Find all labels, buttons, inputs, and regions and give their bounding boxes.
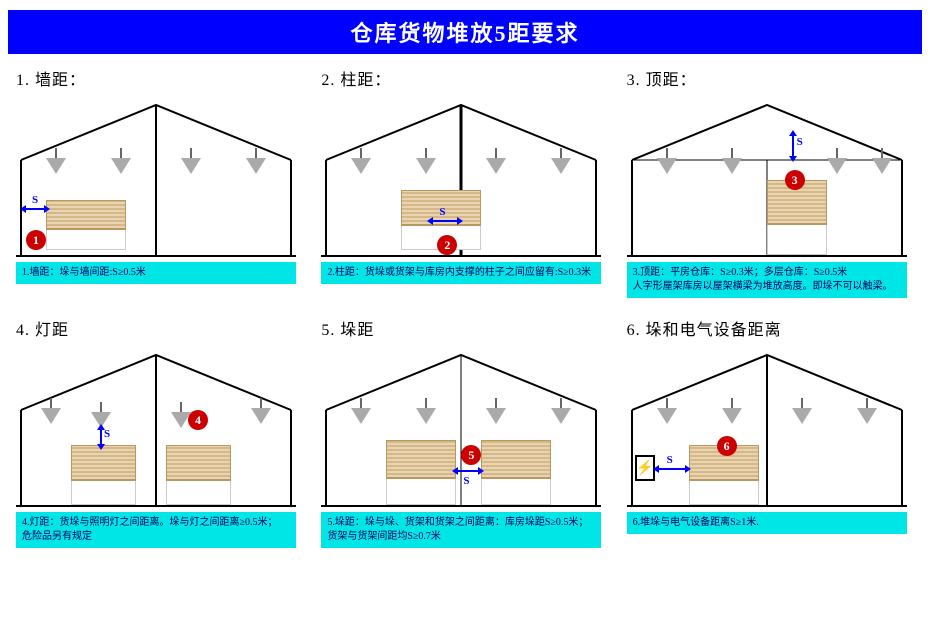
lamp-icon: [551, 408, 571, 424]
warehouse-diagram: S 4: [16, 350, 296, 510]
warehouse-diagram: S 1: [16, 100, 296, 260]
caption-text: 6.堆垛与电气设备距离S≥1米.: [627, 512, 907, 534]
lamp-icon: [251, 408, 271, 424]
lamp-icon: [351, 158, 371, 174]
s-label: S: [463, 475, 469, 487]
caption-text: 5.垛距：垛与垛、货架和货架之间距离：库房垛距S≥0.5米； 货架与货架间距均S…: [321, 512, 601, 548]
s-label: S: [667, 454, 673, 466]
lamp-icon: [722, 158, 742, 174]
caption-text: 2.柱距：货垛或货架与库房内支撑的柱子之间应留有:S≥0.3米: [321, 262, 601, 284]
lamp-icon: [551, 158, 571, 174]
pallet-stack: [481, 440, 551, 505]
warehouse-diagram: S 3: [627, 100, 907, 260]
distance-arrow: [458, 470, 478, 472]
section-title: 1. 墙距：: [16, 66, 303, 90]
lamp-icon: [41, 408, 61, 424]
caption-text: 4.灯距：货垛与照明灯之间距离。垛与灯之间距离≥0.5米； 危险品另有规定: [16, 512, 296, 548]
lamp-icon: [857, 408, 877, 424]
section-title: 3. 顶距：: [627, 66, 914, 90]
pallet-stack: [767, 180, 827, 255]
warehouse-diagram: S 2: [321, 100, 601, 260]
badge-marker: 3: [785, 170, 805, 190]
diagram-grid: 1. 墙距： S 1 1.墙距：垛与墙间距:S≥0.5米 2. 柱距：: [0, 66, 930, 548]
s-label: S: [32, 194, 38, 206]
lamp-icon: [872, 158, 892, 174]
lamp-icon: [416, 158, 436, 174]
cell-stack-distance: 5. 垛距 S 5 5.垛距：垛与垛、货架和货架之间距离：库房垛距S: [321, 316, 608, 548]
cell-ceiling-distance: 3. 顶距： S 3 3.顶距：平房仓库：S≥0.3米；多层仓库：S≥0.5米 …: [627, 66, 914, 298]
lamp-icon: [416, 408, 436, 424]
cell-lamp-distance: 4. 灯距 S 4 4.灯距：货垛与照明灯之间距离。垛与灯之间距离≥: [16, 316, 303, 548]
badge-marker: 6: [717, 436, 737, 456]
s-label: S: [104, 428, 110, 440]
section-title: 6. 垛和电气设备距离: [627, 316, 914, 340]
lamp-icon: [46, 158, 66, 174]
bolt-icon: ⚡: [636, 460, 653, 477]
title-bar: 仓库货物堆放5距要求: [8, 10, 922, 54]
s-label: S: [797, 136, 803, 148]
lamp-icon: [827, 158, 847, 174]
lamp-icon: [181, 158, 201, 174]
cell-wall-distance: 1. 墙距： S 1 1.墙距：垛与墙间距:S≥0.5米: [16, 66, 303, 298]
section-title: 4. 灯距: [16, 316, 303, 340]
section-title: 2. 柱距：: [321, 66, 608, 90]
cell-column-distance: 2. 柱距： S 2 2.柱距：货垛或货架与库房内支撑的柱子之间应留有:S≥0.…: [321, 66, 608, 298]
electrical-box-icon: ⚡: [635, 455, 655, 481]
section-title: 5. 垛距: [321, 316, 608, 340]
caption-text: 3.顶距：平房仓库：S≥0.3米；多层仓库：S≥0.5米 人字形屋架库房以屋架横…: [627, 262, 907, 298]
distance-arrow: [659, 468, 685, 470]
distance-arrow: [792, 136, 794, 156]
lamp-icon: [657, 158, 677, 174]
distance-arrow: [433, 220, 457, 222]
s-label: S: [439, 206, 445, 218]
lamp-icon: [486, 158, 506, 174]
pallet-stack: [166, 445, 231, 505]
warehouse-diagram: S 5: [321, 350, 601, 510]
lamp-icon: [111, 158, 131, 174]
warehouse-diagram: ⚡ S 6: [627, 350, 907, 510]
cell-electrical-distance: 6. 垛和电气设备距离 ⚡ S 6 6.堆垛与电气设备距离S≥1米.: [627, 316, 914, 548]
distance-arrow: [26, 208, 44, 210]
lamp-icon: [246, 158, 266, 174]
lamp-icon: [792, 408, 812, 424]
badge-marker: 1: [26, 230, 46, 250]
lamp-icon: [351, 408, 371, 424]
pallet-stack: [386, 440, 456, 505]
distance-arrow: [100, 430, 102, 444]
lamp-icon: [722, 408, 742, 424]
lamp-icon: [657, 408, 677, 424]
pallet-stack: [46, 200, 126, 250]
pallet-stack: [71, 445, 136, 505]
badge-marker: 4: [188, 410, 208, 430]
lamp-icon: [486, 408, 506, 424]
caption-text: 1.墙距：垛与墙间距:S≥0.5米: [16, 262, 296, 284]
